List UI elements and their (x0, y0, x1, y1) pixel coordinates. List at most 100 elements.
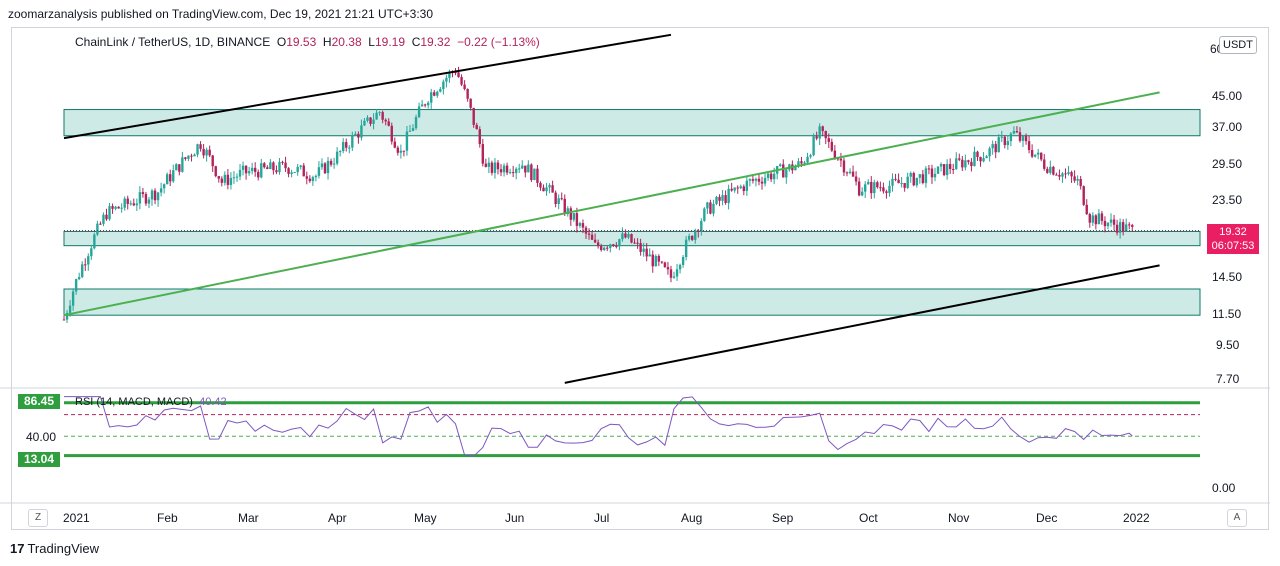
candle-body (1100, 213, 1104, 221)
candle-body (493, 162, 497, 173)
candle-body (150, 190, 154, 200)
candle-body (800, 161, 803, 164)
candle-body (961, 159, 964, 168)
candle-body (888, 185, 891, 193)
candle-body (354, 133, 357, 136)
candle-body (369, 117, 372, 124)
candle-body (135, 203, 139, 206)
candle-body (247, 171, 251, 174)
candle-body (481, 144, 485, 164)
candle-body (697, 230, 700, 232)
candle-body (202, 148, 205, 156)
candle-body (839, 158, 843, 161)
candle-body (930, 168, 934, 178)
rsi-zero-label: 0.00 (1212, 481, 1236, 495)
candle-body (530, 164, 533, 181)
candle-body (672, 276, 676, 278)
candle-body (882, 187, 885, 192)
candle-body (1094, 215, 1098, 225)
candle-body (663, 262, 667, 268)
candle-body (921, 174, 925, 184)
candle-body (678, 264, 682, 270)
candle-body (982, 158, 985, 162)
tradingview-logo-icon: 17 (10, 541, 25, 556)
auto-scale-button[interactable]: A (1227, 509, 1247, 527)
candle-body (927, 168, 931, 170)
candle-body (162, 184, 166, 189)
candle-body (924, 168, 928, 184)
log-scale-button[interactable]: Z (28, 509, 48, 527)
candle-body (1067, 172, 1070, 174)
candle-body (302, 165, 305, 177)
candle-body (539, 182, 542, 188)
candle-body (575, 213, 579, 226)
candle-body (581, 223, 585, 228)
candle-body (144, 194, 148, 204)
candle-body (918, 174, 922, 178)
candle-body (260, 163, 263, 178)
candle-body (257, 171, 260, 178)
close-key: C (411, 35, 421, 49)
candle-body (651, 254, 654, 267)
candle-body (803, 162, 806, 164)
candle-body (909, 173, 912, 177)
candle-body (223, 174, 227, 183)
candle-body (970, 161, 973, 167)
upper-channel-line (63, 33, 672, 140)
candle-body (181, 157, 184, 172)
candle-body (842, 160, 846, 173)
candle-body (757, 178, 761, 182)
candle-body (1027, 141, 1031, 151)
rsi-legend-name: RSI (14, MACD, MACD) (75, 396, 193, 408)
candle-body (84, 264, 87, 266)
candle-body (187, 155, 190, 159)
time-tick: Jul (594, 511, 610, 525)
bar-countdown: 06:07:53 (1211, 240, 1255, 252)
candle-body (287, 168, 290, 175)
candle-body (754, 178, 758, 181)
rsi-badge-low: 13.04 (18, 452, 61, 467)
time-tick: Aug (681, 511, 703, 525)
candle-body (1109, 219, 1113, 223)
support-resistance-zone (63, 288, 1201, 316)
candle-body (190, 155, 193, 157)
candle-body (71, 291, 75, 306)
candle-body (238, 169, 242, 177)
candle-body (132, 203, 136, 206)
candle-body (612, 244, 615, 246)
candle-body (675, 269, 679, 277)
currency-unit-button[interactable]: USDT (1219, 36, 1257, 54)
candle-body (335, 151, 339, 164)
candle-body (521, 165, 524, 169)
candle-body (235, 176, 239, 178)
candle-body (587, 233, 591, 235)
candle-body (681, 257, 685, 265)
candle-body (906, 176, 909, 188)
candle-body (178, 164, 181, 172)
candle-body (165, 174, 169, 185)
candle-body (420, 104, 424, 107)
symbol-pair: ChainLink / TetherUS, 1D, BINANCE (75, 35, 271, 49)
candle-body (466, 89, 469, 99)
candle-body (621, 233, 624, 240)
candle-body (912, 173, 915, 186)
candle-body (636, 242, 639, 244)
candle-body (533, 168, 536, 181)
candle-body (994, 144, 997, 153)
candle-body (81, 264, 84, 278)
candle-body (68, 305, 72, 313)
candle-body (175, 164, 178, 171)
candle-body (126, 198, 129, 204)
candle-body (159, 188, 163, 193)
candle-body (563, 198, 566, 215)
rsi-badge-high: 86.45 (18, 394, 61, 409)
candle-body (111, 206, 114, 209)
candle-body (114, 206, 117, 209)
candle-body (712, 203, 715, 214)
candle-body (687, 235, 691, 240)
time-tick: Jun (505, 511, 525, 525)
candle-body (108, 206, 111, 220)
last-price-value: 19.32 (1219, 226, 1247, 238)
candle-body (460, 77, 463, 85)
